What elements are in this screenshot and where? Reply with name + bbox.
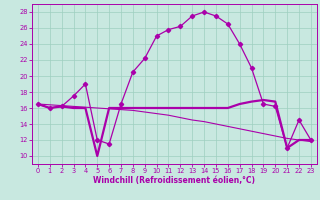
X-axis label: Windchill (Refroidissement éolien,°C): Windchill (Refroidissement éolien,°C): [93, 176, 255, 185]
